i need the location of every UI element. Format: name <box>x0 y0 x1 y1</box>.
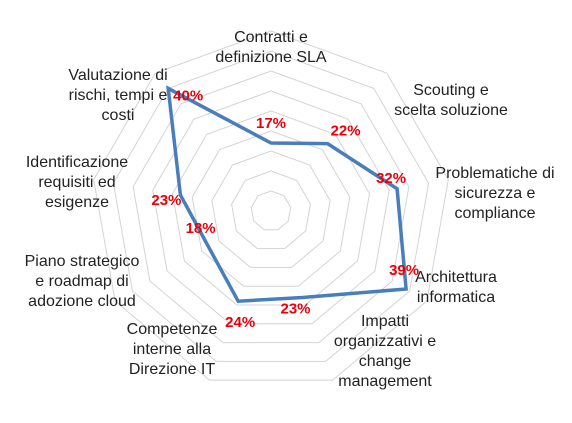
category-label-line: Piano strategico <box>25 253 140 270</box>
category-label-line: management <box>338 373 432 390</box>
value-label: 24% <box>225 314 255 331</box>
category-label-line: e roadmap di <box>35 273 128 290</box>
category-label-line: requisiti ed <box>38 174 115 191</box>
category-label: Competenze interne alla Direzione IT <box>127 321 218 378</box>
radar-grid <box>93 30 449 381</box>
grid-ring <box>250 190 292 231</box>
value-label: 22% <box>331 123 361 140</box>
category-label: Architettura informatica <box>415 269 497 306</box>
category-label-line: Valutazione di <box>68 67 167 84</box>
category-label-line: organizzativi e <box>334 333 436 350</box>
category-label-line: adozione cloud <box>28 293 136 310</box>
grid-ring <box>191 130 351 287</box>
category-label-line: Problematiche di <box>435 165 554 182</box>
category-label: Contratti e definizione SLA <box>215 29 327 66</box>
category-label-line: compliance <box>455 205 536 222</box>
category-label-line: Scouting e <box>413 82 489 99</box>
category-label-line: sicurezza e <box>455 185 536 202</box>
category-label-line: costi <box>102 107 135 124</box>
category-label: Problematiche di sicurezza e compliance <box>435 165 554 222</box>
category-label-line: definizione SLA <box>215 49 327 66</box>
category-label-line: informatica <box>417 289 495 306</box>
category-label-line: Architettura <box>415 269 497 286</box>
grid-ring <box>132 70 410 344</box>
category-label-line: rischi, tempi e <box>69 87 168 104</box>
radar-series <box>166 85 409 304</box>
category-label: Identificazione requisiti ed esigenze <box>26 154 128 211</box>
value-label: 18% <box>186 220 216 237</box>
value-label: 40% <box>173 87 203 104</box>
value-label: 23% <box>280 300 310 317</box>
category-label: Impatti organizzativi e change management <box>334 313 436 390</box>
grid-ring <box>112 50 430 362</box>
value-label: 23% <box>151 192 181 209</box>
category-label-line: Identificazione <box>26 154 128 171</box>
value-label: 32% <box>376 170 406 187</box>
category-label: Piano strategico e roadmap di adozione clo… <box>25 253 140 310</box>
category-labels: Contratti e definizione SLA Scouting e scel… <box>25 29 555 390</box>
category-label-line: Direzione IT <box>129 361 215 378</box>
category-label-line: change <box>359 353 412 370</box>
value-label: 39% <box>389 262 419 279</box>
category-label-line: scelta soluzione <box>394 102 508 119</box>
series-line <box>166 85 409 304</box>
grid-ring <box>171 110 371 306</box>
category-label: Scouting e scelta soluzione <box>394 82 508 119</box>
grid-ring <box>231 170 311 250</box>
category-label-line: Impatti <box>361 313 409 330</box>
category-label-line: Contratti e <box>234 29 308 46</box>
value-label: 17% <box>256 115 286 132</box>
grid-ring <box>211 150 331 268</box>
category-label-line: Competenze <box>127 321 218 338</box>
category-label-line: esigenze <box>45 194 109 211</box>
grid-ring <box>152 90 390 325</box>
category-label-line: interne alla <box>133 341 211 358</box>
value-labels: 17% 22% 32% 39% 23% 24% 18% 23% 40% <box>151 87 419 331</box>
category-label: Valutazione di rischi, tempi e costi <box>68 67 167 124</box>
grid-ring <box>93 30 449 381</box>
